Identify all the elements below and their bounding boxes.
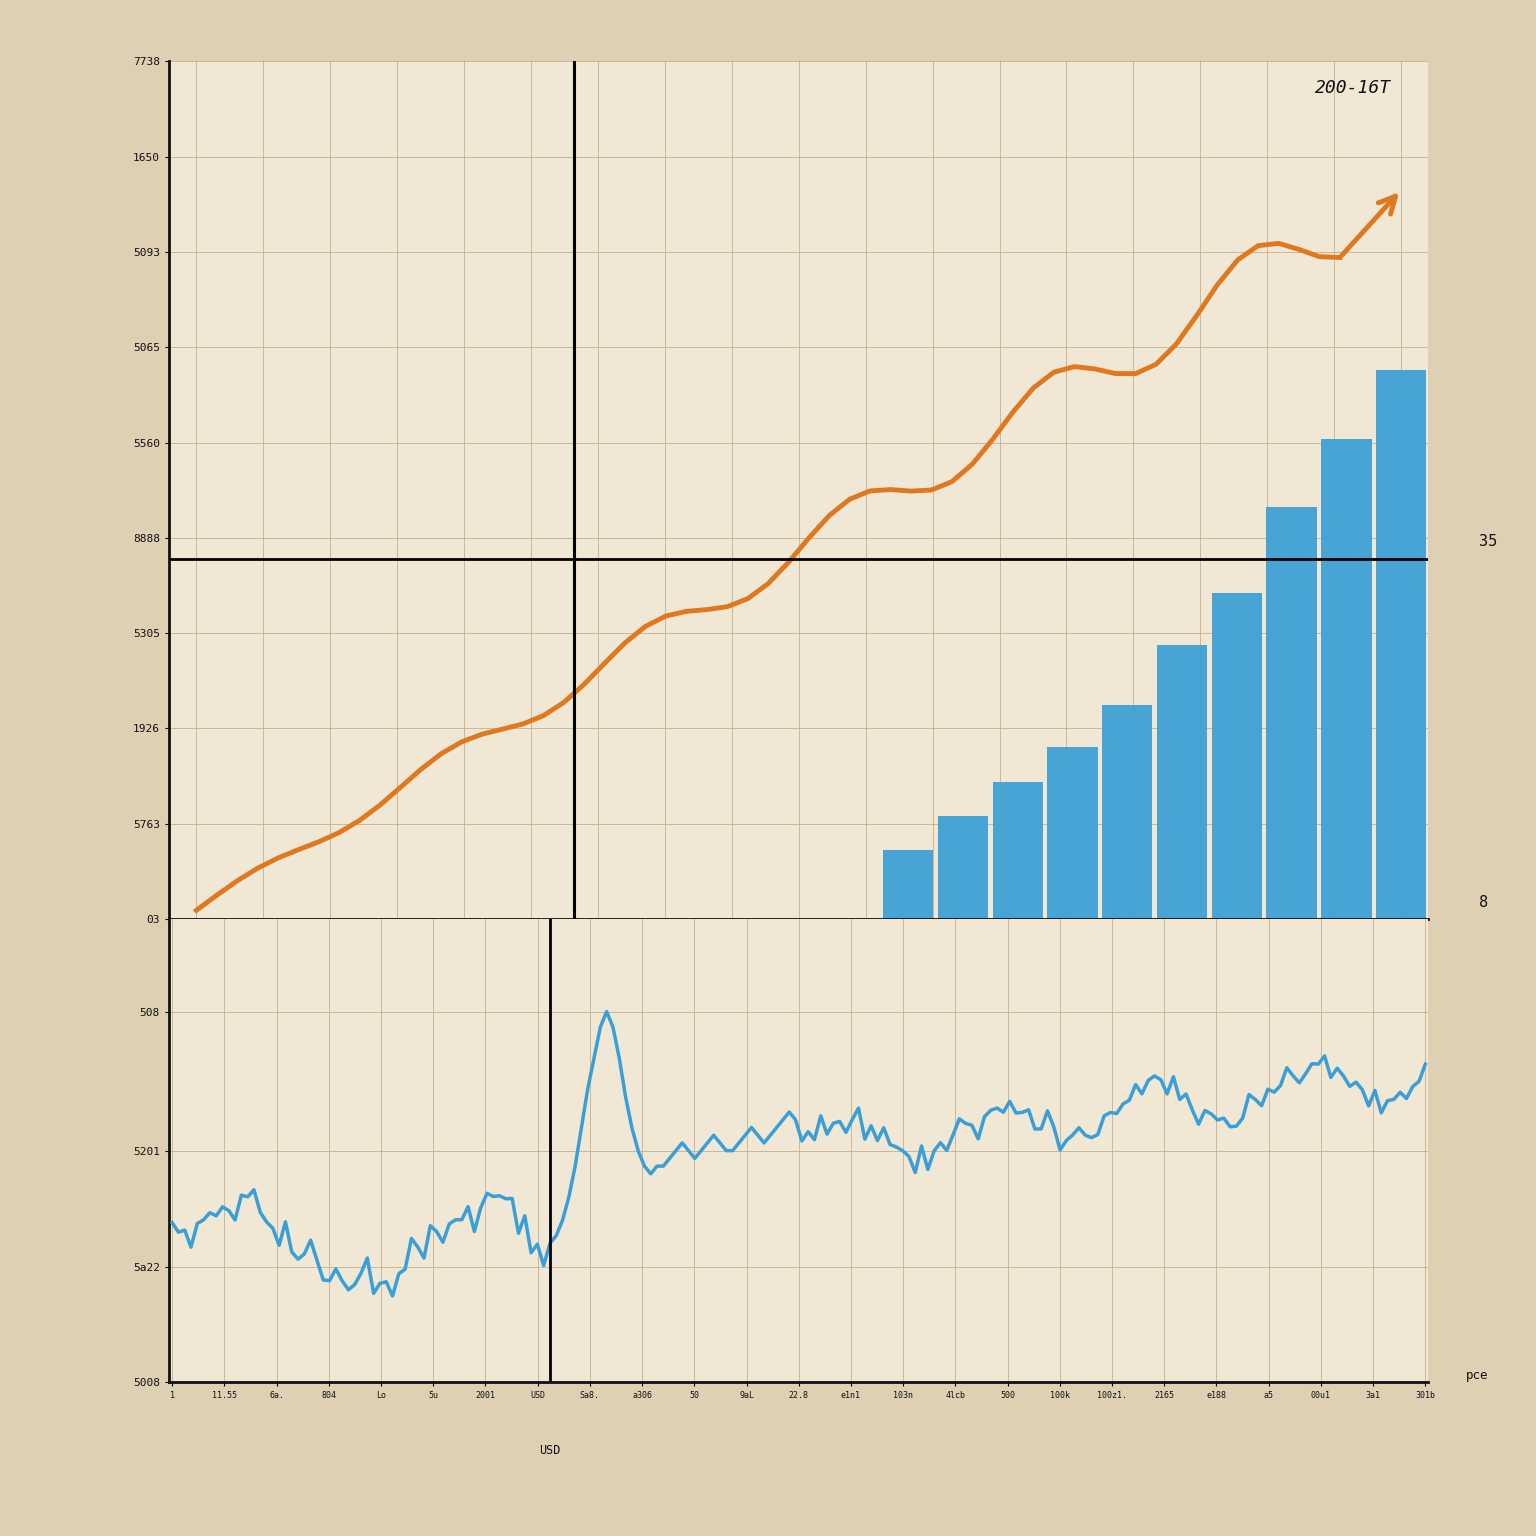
Bar <box>938 816 988 919</box>
Text: 35: 35 <box>1479 535 1498 550</box>
Bar <box>1212 593 1263 919</box>
Bar <box>1376 370 1427 919</box>
Text: USD: USD <box>539 1444 561 1458</box>
Text: 8: 8 <box>1479 895 1488 911</box>
Text: 200-16T: 200-16T <box>1315 78 1390 97</box>
Bar <box>1485 250 1536 919</box>
Bar <box>1266 507 1316 919</box>
Bar <box>1321 439 1372 919</box>
Text: pce: pce <box>1467 1370 1488 1382</box>
Bar <box>1048 748 1098 919</box>
Bar <box>1103 705 1152 919</box>
Bar <box>883 851 934 919</box>
Bar <box>1430 318 1481 919</box>
Bar <box>992 782 1043 919</box>
Bar <box>1157 645 1207 919</box>
